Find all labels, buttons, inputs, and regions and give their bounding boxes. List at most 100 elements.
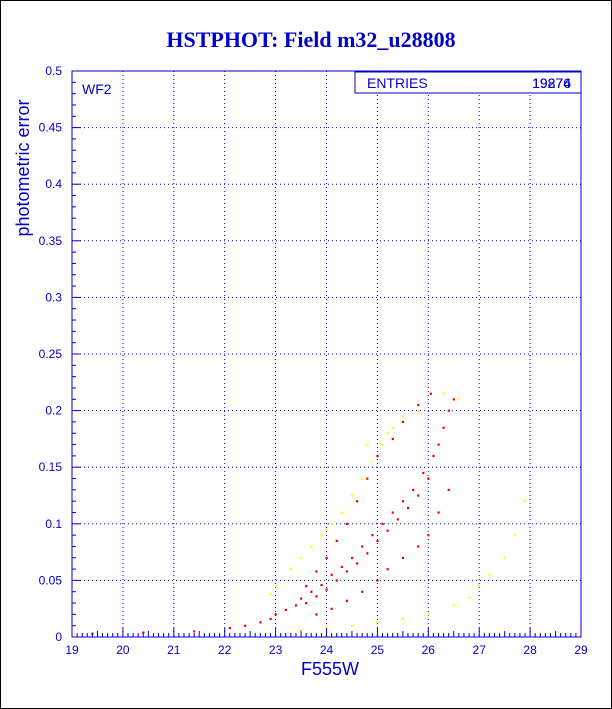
data-point (391, 437, 394, 441)
y-tick-label: 0.25 (39, 347, 63, 361)
data-point (315, 613, 318, 616)
data-point (244, 624, 247, 627)
data-point (325, 588, 328, 591)
y-tick-labels: 0 0.05 0.1 0.15 0.2 0.25 0.3 0.35 0.4 0.45 0.5 (39, 64, 63, 644)
data-point (350, 624, 354, 627)
data-point (325, 528, 328, 531)
stats-entries-label: ENTRIES (367, 75, 428, 91)
data-point (417, 403, 420, 407)
y-tick-label: 0.05 (39, 573, 63, 587)
data-point (340, 511, 343, 514)
data-point (259, 621, 262, 624)
data-point (345, 599, 349, 602)
data-point (381, 443, 384, 446)
data-point (478, 585, 481, 588)
data-point (442, 426, 445, 429)
data-point (350, 556, 354, 559)
data-point (269, 592, 272, 596)
data-point (376, 539, 379, 542)
y-tick-label: 0.45 (39, 121, 63, 135)
data-point (315, 570, 318, 573)
data-point (361, 590, 364, 593)
data-point (294, 604, 298, 607)
data-point (345, 570, 349, 573)
data-point (269, 617, 272, 621)
data-point (427, 534, 430, 537)
data-point (366, 443, 369, 446)
data-point (274, 585, 277, 588)
series-red-points (91, 392, 455, 635)
data-point (193, 630, 196, 633)
data-point (350, 494, 354, 497)
data-point (228, 626, 231, 630)
data-point (361, 477, 364, 480)
data-point (457, 398, 461, 401)
x-tick-label: 23 (269, 643, 283, 657)
x-tick-label: 21 (167, 643, 181, 657)
x-tick-label: 27 (473, 643, 487, 657)
chart-title: HSTPHOT: Field m32_u28808 (166, 27, 455, 52)
data-point (432, 454, 435, 458)
data-point (356, 562, 359, 565)
data-point (335, 579, 338, 582)
data-point (417, 494, 420, 497)
stats-box (354, 71, 582, 94)
tick-marks (71, 70, 582, 638)
x-tick-label: 25 (371, 643, 385, 657)
data-point (361, 545, 364, 548)
data-point (274, 613, 277, 616)
y-tick-label: 0.2 (45, 404, 62, 418)
data-point (503, 556, 506, 559)
x-tick-label: 22 (218, 643, 232, 657)
data-point (401, 415, 405, 418)
y-tick-label: 0.3 (45, 290, 62, 304)
data-point (447, 409, 450, 412)
data-point (376, 621, 379, 624)
data-point (396, 518, 399, 521)
data-point (452, 398, 455, 401)
data-point (406, 506, 410, 510)
data-point (447, 488, 450, 492)
data-point (376, 454, 379, 458)
x-tick-label: 28 (523, 643, 537, 657)
data-point (335, 539, 338, 542)
y-axis-label: photometric error (13, 99, 33, 236)
data-point (371, 534, 374, 537)
data-point (320, 534, 323, 537)
data-point (284, 608, 287, 612)
data-point (513, 534, 517, 537)
data-point (427, 613, 430, 616)
x-axis-label: F555W (301, 659, 359, 679)
data-point (391, 426, 394, 429)
data-point (427, 477, 430, 480)
y-tick-label: 0.5 (45, 64, 62, 78)
stats-entries-value-1: 19876 (532, 75, 571, 91)
data-point (300, 556, 303, 559)
data-point (401, 556, 405, 559)
data-point (300, 629, 303, 632)
y-tick-label: 0.1 (45, 517, 62, 531)
data-point (488, 573, 491, 576)
x-tick-label: 26 (422, 643, 436, 657)
data-point (468, 596, 471, 599)
data-point (401, 420, 405, 424)
data-point (366, 477, 369, 480)
data-point (320, 583, 323, 587)
data-point (452, 604, 455, 607)
data-point (422, 471, 425, 475)
data-point (417, 409, 420, 412)
data-point (305, 602, 308, 605)
data-point (300, 597, 303, 600)
y-tick-label: 0.35 (39, 234, 63, 248)
data-point (330, 522, 333, 525)
x-tick-label: 24 (320, 643, 334, 657)
data-point (437, 443, 440, 446)
y-tick-label: 0.4 (45, 177, 62, 191)
data-point (401, 500, 405, 503)
data-point (340, 565, 343, 569)
data-point (310, 545, 313, 548)
data-point (310, 590, 313, 593)
y-tick-label: 0.15 (39, 460, 63, 474)
y-tick-label: 0 (55, 630, 62, 644)
